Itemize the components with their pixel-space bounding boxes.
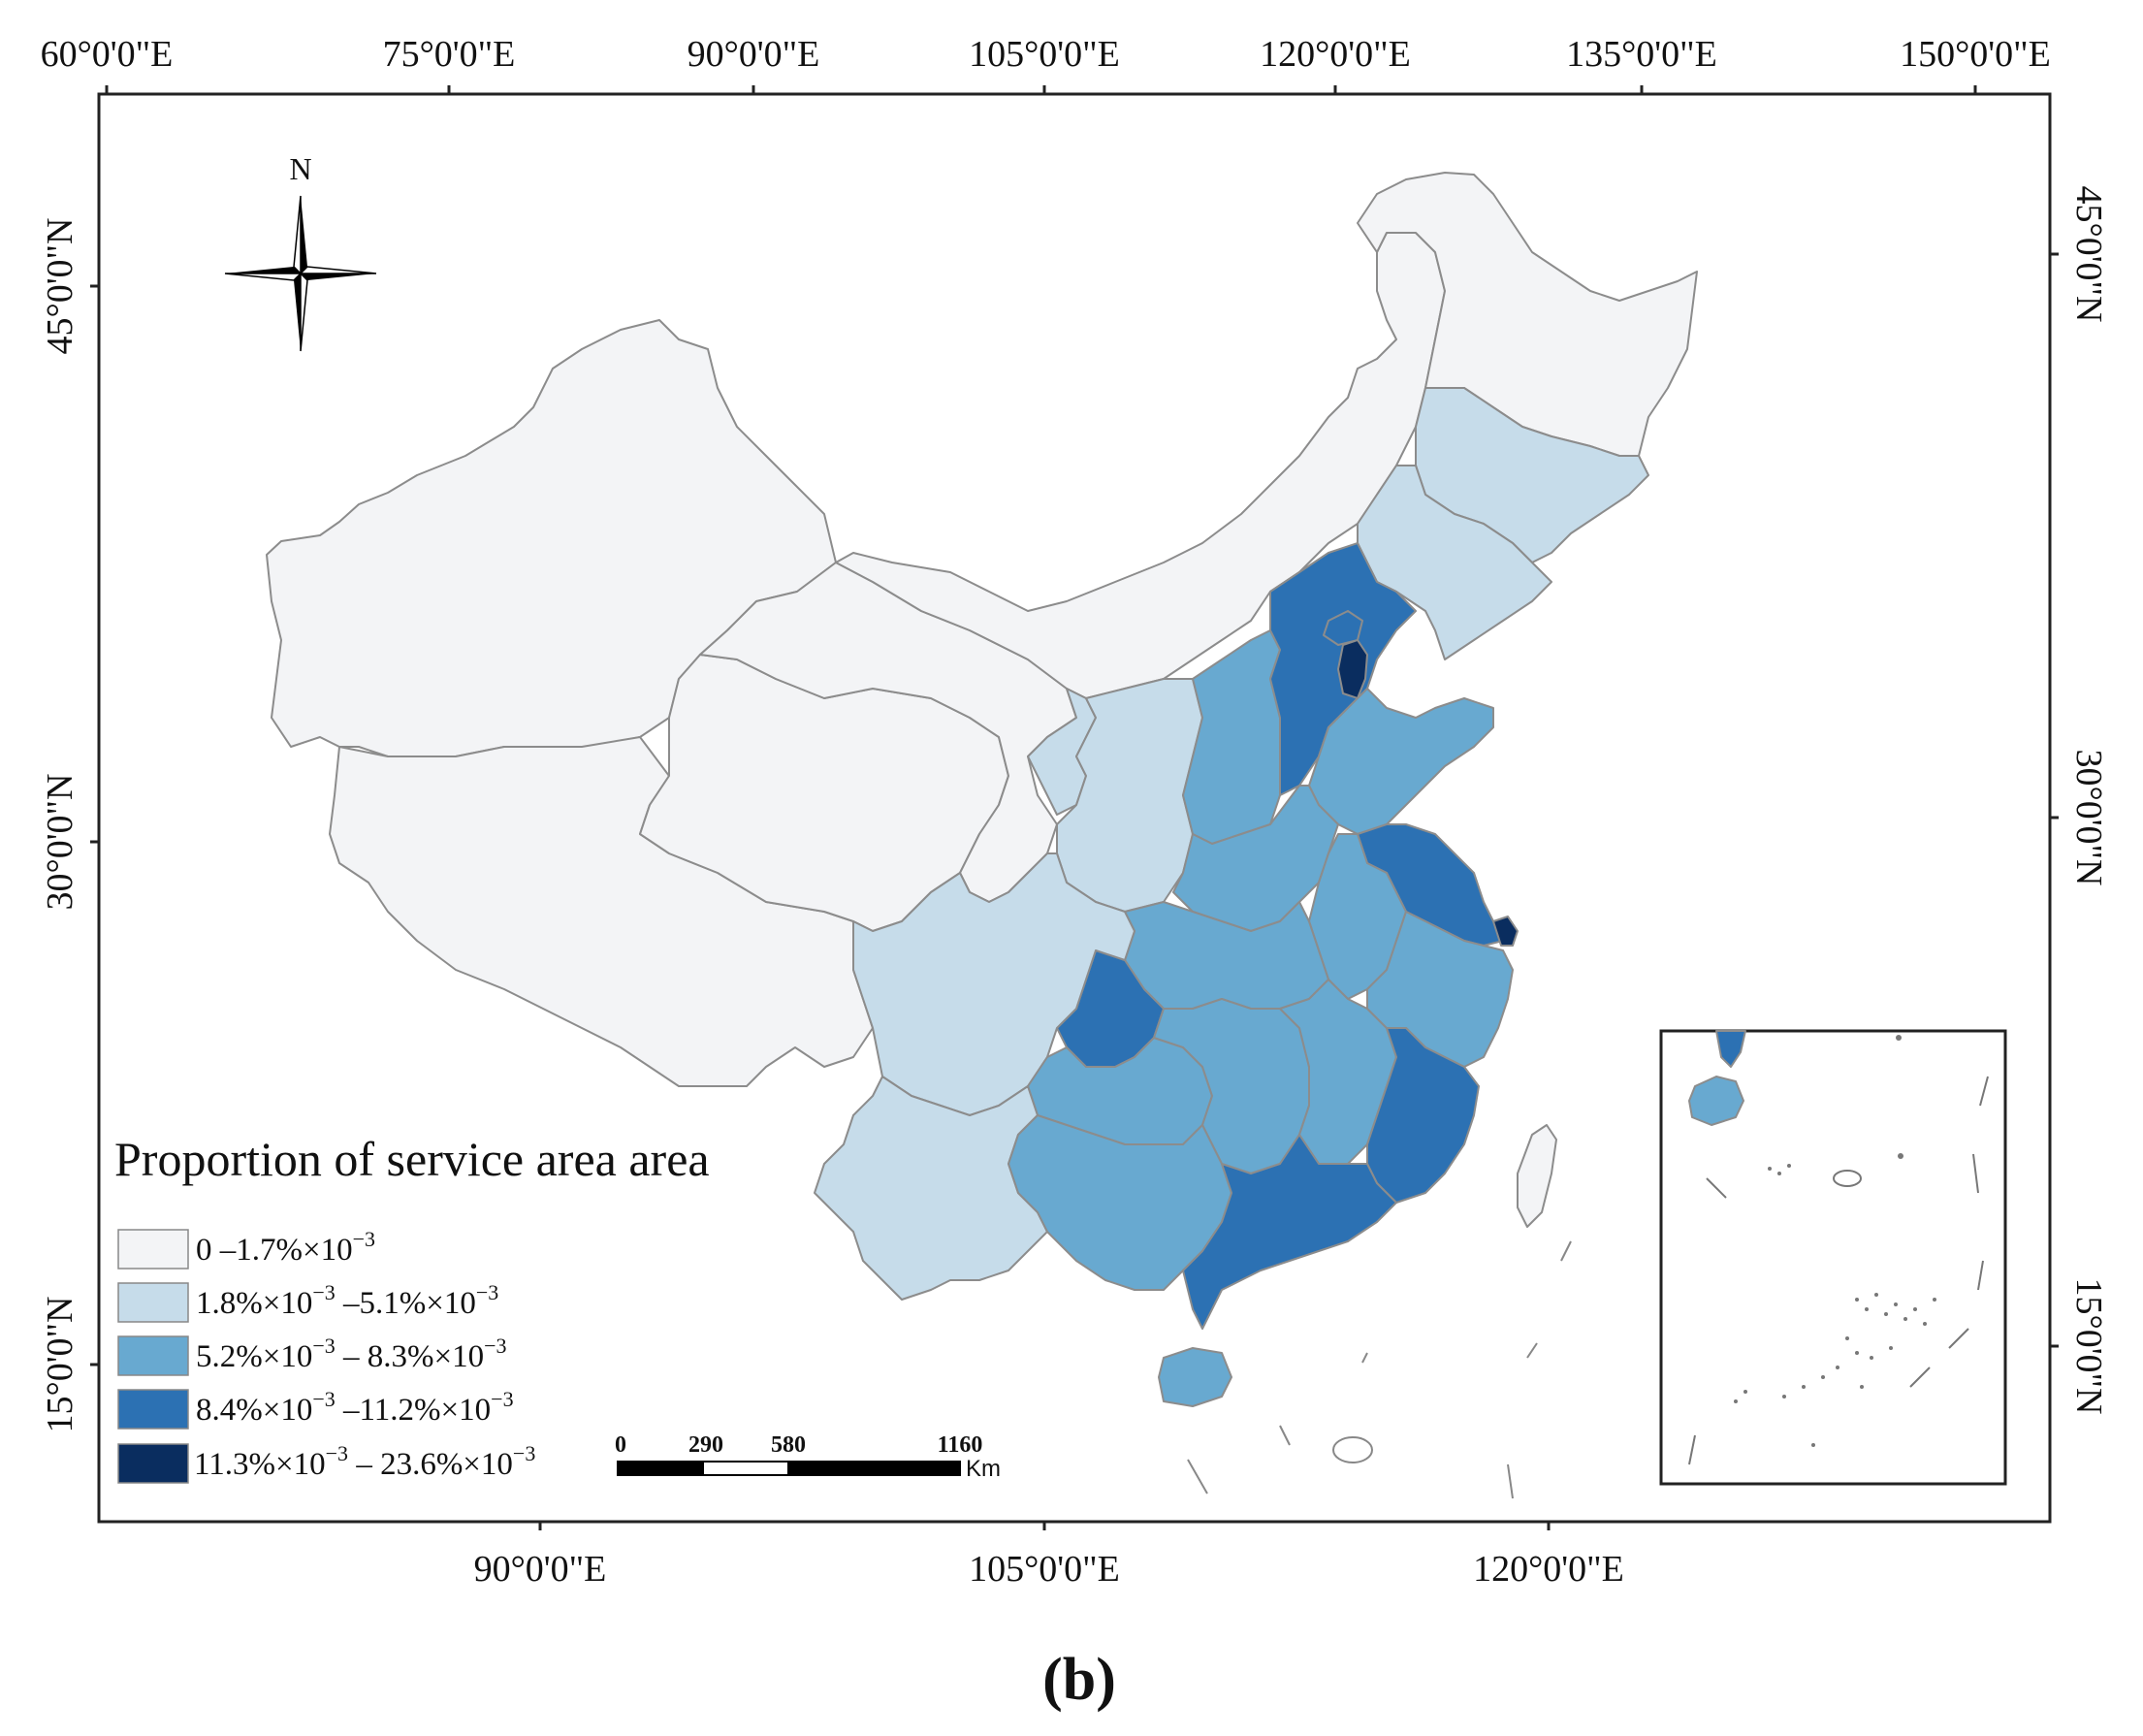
region-shanxi [1182, 629, 1281, 845]
scale-tick-580: 580 [771, 1432, 806, 1458]
region-guangdong [1182, 1134, 1397, 1330]
legend-title: Proportion of service area area [114, 1132, 710, 1186]
scale-bar: 0 290 580 1160 Km [615, 1432, 1001, 1482]
legend: Proportion of service area area 0 –1.7%×… [114, 1132, 710, 1484]
region-shanghai [1492, 916, 1519, 947]
scale-segment-2 [702, 1461, 789, 1476]
inset-dots [1734, 1035, 1936, 1447]
lon-label-top-135: 135°0'0"E [1566, 34, 1717, 75]
scale-tick-1160: 1160 [938, 1432, 983, 1458]
region-hainan [1158, 1347, 1232, 1407]
legend-swatch-4 [117, 1389, 189, 1430]
lon-label-top-60: 60°0'0"E [41, 34, 174, 75]
legend-label-4: 8.4%×10−3 –11.2%×10−3 [196, 1387, 514, 1428]
north-label: N [289, 151, 311, 186]
lat-label-left-45: 45°0'0"N [40, 218, 80, 355]
provinces [266, 172, 1698, 1407]
figure-caption: (b) [1042, 1647, 1116, 1713]
legend-item: 1.8%×10−3 –5.1%×10−3 [117, 1280, 498, 1323]
legend-swatch-3 [117, 1335, 189, 1376]
lon-label-top-75: 75°0'0"E [383, 34, 516, 75]
lon-label-top-105: 105°0'0"E [969, 34, 1120, 75]
lon-label-bottom-105: 105°0'0"E [969, 1549, 1120, 1590]
lat-label-right-45: 45°0'0"N [2068, 186, 2109, 323]
lon-label-top-120: 120°0'0"E [1260, 34, 1411, 75]
lat-label-left-30: 30°0'0"N [40, 774, 80, 911]
lon-label-bottom-120: 120°0'0"E [1473, 1549, 1624, 1590]
legend-item: 8.4%×10−3 –11.2%×10−3 [117, 1387, 514, 1430]
legend-label-1: 0 –1.7%×10−3 [196, 1227, 375, 1268]
legend-swatch-5 [117, 1443, 189, 1484]
region-tianjin [1337, 639, 1368, 699]
scale-tick-290: 290 [688, 1432, 723, 1458]
inset-hainan [1688, 1076, 1744, 1126]
legend-item: 5.2%×10−3 – 8.3%×10−3 [117, 1334, 507, 1376]
legend-swatch-1 [117, 1229, 189, 1270]
region-yunnan [814, 1076, 1048, 1301]
graticule-ticks [90, 85, 2059, 1530]
scale-segment-1 [617, 1461, 704, 1476]
region-shandong [1308, 688, 1494, 835]
lon-label-bottom-90: 90°0'0"E [474, 1549, 607, 1590]
north-arrow: N [224, 151, 377, 352]
scale-unit: Km [966, 1456, 1001, 1482]
sea-features [1187, 1240, 1572, 1499]
region-taiwan [1517, 1124, 1557, 1228]
legend-swatch-2 [117, 1282, 189, 1323]
region-fujian [1366, 1027, 1480, 1204]
legend-label-2: 1.8%×10−3 –5.1%×10−3 [196, 1280, 498, 1321]
lon-label-top-150: 150°0'0"E [1900, 34, 2051, 75]
scale-tick-0: 0 [615, 1432, 626, 1458]
legend-label-5: 11.3%×10−3 – 23.6%×10−3 [194, 1441, 535, 1482]
compass-rose-icon [224, 195, 377, 352]
lon-label-top-90: 90°0'0"E [688, 34, 820, 75]
legend-item: 11.3%×10−3 – 23.6%×10−3 [117, 1441, 535, 1484]
inset-islands [1688, 1076, 1989, 1465]
legend-item: 0 –1.7%×10−3 [117, 1227, 375, 1270]
lat-label-right-30: 30°0'0"N [2068, 750, 2109, 886]
map-frame [97, 92, 2052, 1524]
legend-label-3: 5.2%×10−3 – 8.3%×10−3 [196, 1334, 507, 1374]
lat-label-left-15: 15°0'0"N [40, 1297, 80, 1433]
region-tibet [329, 736, 874, 1087]
inset-south-china-sea [1659, 1029, 2007, 1486]
lat-label-right-15: 15°0'0"N [2068, 1278, 2109, 1415]
region-heilongjiang [1357, 172, 1698, 457]
inset-guangdong-tip [1715, 1030, 1746, 1068]
scale-segment-3 [787, 1461, 961, 1476]
